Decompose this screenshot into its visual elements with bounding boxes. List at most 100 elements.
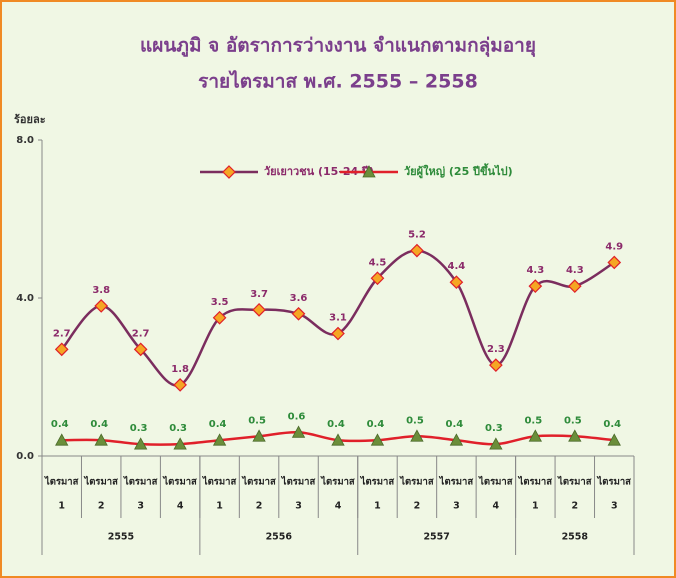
quarter-label: 3: [611, 501, 618, 512]
x-tick-label: ไตรมาส: [399, 476, 434, 488]
quarter-label: 1: [216, 501, 223, 512]
year-label: 2555: [108, 532, 134, 543]
value-label: 0.4: [327, 419, 345, 430]
value-label: 5.2: [408, 230, 426, 241]
marker: [489, 437, 503, 450]
x-tick-label: ไตรมาส: [518, 476, 553, 488]
value-label: 0.4: [209, 419, 227, 430]
quarter-label: 2: [256, 501, 263, 512]
marker: [370, 433, 385, 446]
x-tick-label: ไตรมาส: [162, 476, 197, 488]
marker: [133, 437, 148, 450]
value-label: 2.7: [132, 328, 150, 339]
legend-marker: [362, 165, 376, 178]
value-label: 0.3: [169, 423, 187, 434]
x-tick-label: ไตรมาส: [478, 476, 513, 488]
marker: [55, 433, 69, 446]
x-tick-label: ไตรมาส: [83, 476, 118, 488]
marker: [173, 378, 187, 392]
value-label: 4.5: [369, 257, 387, 268]
value-label: 3.6: [290, 293, 308, 304]
value-label: 0.3: [130, 423, 148, 434]
marker: [567, 279, 582, 293]
x-tick-label: ไตรมาส: [557, 476, 592, 488]
marker: [410, 243, 424, 258]
value-label: 2.3: [487, 344, 505, 355]
chart-subtitle: รายไตรมาส พ.ศ. 2555 – 2558: [198, 70, 478, 93]
value-label: 2.7: [53, 328, 71, 339]
marker: [528, 429, 543, 442]
x-tick-label: ไตรมาส: [320, 476, 355, 488]
marker: [252, 429, 266, 442]
legend-label: วัยผู้ใหญ่ (25 ปีขึ้นไป): [404, 163, 513, 179]
marker: [173, 437, 187, 450]
value-label: 0.4: [446, 419, 464, 430]
value-label: 0.4: [603, 419, 621, 430]
legend-label: วัยเยาวชน (15-24 ปี): [264, 165, 374, 178]
value-label: 3.8: [92, 285, 110, 296]
marker: [568, 429, 582, 442]
value-label: 4.4: [448, 261, 466, 272]
value-label: 0.4: [367, 419, 385, 430]
value-label: 0.6: [288, 411, 306, 422]
year-label: 2557: [423, 532, 449, 543]
y-tick-label: 8.0: [16, 135, 34, 146]
quarter-label: 2: [98, 501, 105, 512]
y-axis-label: ร้อยละ: [14, 113, 46, 126]
value-label: 4.3: [566, 265, 584, 276]
marker: [489, 358, 503, 372]
quarter-label: 3: [137, 501, 144, 512]
quarter-label: 4: [493, 501, 500, 512]
marker: [410, 429, 424, 442]
value-label: 0.5: [406, 415, 424, 426]
y-tick-label: 4.0: [16, 293, 34, 304]
y-tick-label: 0.0: [16, 451, 34, 462]
quarter-label: 1: [374, 501, 381, 512]
marker: [212, 310, 227, 325]
value-label: 0.4: [90, 419, 108, 430]
marker: [291, 425, 306, 438]
marker: [54, 342, 69, 357]
quarter-label: 2: [414, 501, 421, 512]
marker: [370, 271, 385, 286]
x-tick-label: ไตรมาส: [360, 476, 395, 488]
legend-marker: [222, 165, 236, 179]
x-tick-label: ไตรมาส: [123, 476, 158, 488]
chart-title: แผนภูมิ จ อัตราการว่างงาน จำแนกตามกลุ่มอ…: [140, 35, 536, 58]
marker: [528, 279, 543, 293]
marker: [607, 255, 622, 270]
marker: [291, 306, 306, 321]
marker: [449, 275, 464, 290]
marker: [331, 433, 345, 446]
value-label: 0.5: [564, 415, 582, 426]
x-tick-label: ไตรมาส: [439, 476, 474, 488]
marker: [94, 299, 109, 313]
x-tick-label: ไตรมาส: [281, 476, 316, 488]
value-label: 0.5: [524, 415, 542, 426]
quarter-label: 3: [453, 501, 460, 512]
value-label: 0.4: [51, 419, 69, 430]
value-label: 4.9: [605, 241, 623, 252]
value-label: 3.7: [250, 289, 268, 300]
quarter-label: 3: [295, 501, 302, 512]
marker: [212, 433, 227, 446]
x-tick-label: ไตรมาส: [241, 476, 276, 488]
marker: [133, 342, 148, 357]
value-label: 3.5: [211, 297, 229, 308]
year-label: 2556: [266, 532, 293, 543]
value-label: 0.5: [248, 415, 266, 426]
quarter-label: 1: [58, 501, 65, 512]
quarter-label: 4: [335, 501, 342, 512]
marker: [449, 433, 464, 446]
value-label: 0.3: [485, 423, 503, 434]
x-tick-label: ไตรมาส: [597, 476, 632, 488]
quarter-label: 1: [532, 501, 539, 512]
marker: [252, 303, 266, 317]
year-label: 2558: [562, 532, 589, 543]
quarter-label: 2: [571, 501, 578, 512]
marker: [607, 433, 621, 446]
value-label: 4.3: [526, 265, 544, 276]
value-label: 3.1: [329, 313, 347, 324]
